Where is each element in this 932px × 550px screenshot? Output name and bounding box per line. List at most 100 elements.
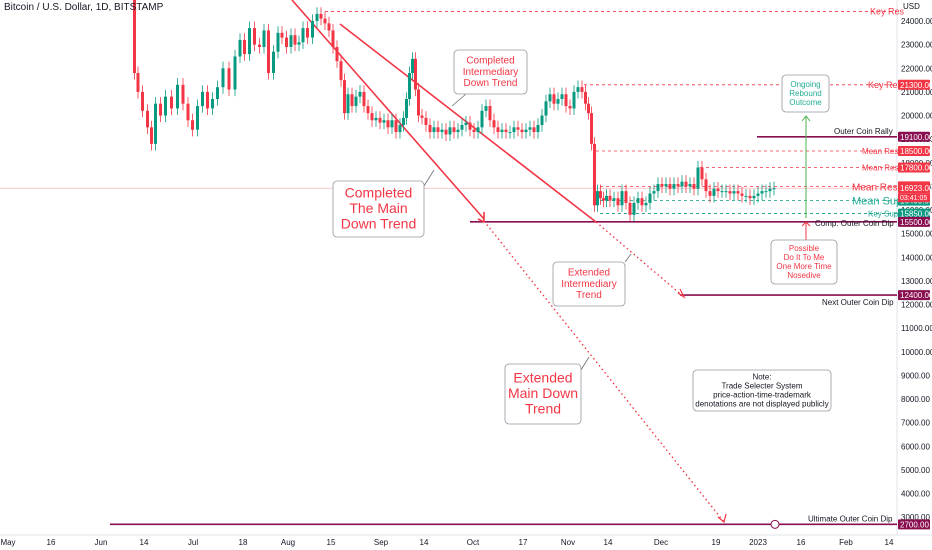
y-tick-label: 22000.00 bbox=[901, 64, 932, 73]
candle-body bbox=[346, 94, 350, 114]
y-tick-label: 11000.00 bbox=[901, 324, 932, 333]
countdown-label: 03:41:05 bbox=[900, 195, 927, 202]
candle-body bbox=[580, 87, 584, 92]
x-tick-label: 14 bbox=[885, 538, 894, 547]
price-tag-label: 21300.00 bbox=[900, 81, 932, 90]
candle-body bbox=[417, 89, 420, 116]
candle-body bbox=[716, 188, 720, 192]
candle-body bbox=[676, 184, 680, 187]
candle-body bbox=[258, 44, 261, 47]
candle-body bbox=[248, 28, 251, 55]
candle-body bbox=[456, 129, 460, 133]
candle-body bbox=[624, 191, 628, 203]
y-tick-label: 5000.00 bbox=[901, 466, 930, 475]
price-tag-label: 12400.00 bbox=[900, 291, 932, 300]
callout-pointer bbox=[451, 93, 467, 107]
candle-body bbox=[544, 101, 548, 116]
price-tag-label: 18500.00 bbox=[900, 147, 932, 156]
x-tick-label: Jun bbox=[95, 538, 108, 547]
candle-body bbox=[636, 198, 640, 203]
y-tick-label: 6000.00 bbox=[901, 442, 930, 451]
candle-body bbox=[408, 72, 411, 99]
callout-box bbox=[552, 261, 626, 307]
candle-body bbox=[289, 35, 293, 47]
candle-body bbox=[620, 191, 624, 206]
callout-text: Extended bbox=[513, 369, 572, 385]
y-tick-label: 24000.00 bbox=[901, 17, 932, 26]
candle-body bbox=[540, 115, 544, 125]
y-tick-label: 21000.00 bbox=[901, 88, 932, 97]
candle-body bbox=[472, 129, 476, 133]
candle-body bbox=[587, 103, 590, 114]
candle-body bbox=[648, 193, 652, 203]
candle-body bbox=[744, 195, 748, 197]
candle-body bbox=[267, 30, 270, 73]
price-tag-bg bbox=[898, 519, 930, 530]
candle-body bbox=[211, 98, 214, 109]
candle-body bbox=[141, 91, 144, 111]
candle-body bbox=[500, 129, 504, 133]
candle-body bbox=[688, 184, 692, 187]
candle-body bbox=[560, 94, 564, 99]
candle-body bbox=[276, 32, 280, 52]
main-trend-arrow bbox=[477, 218, 485, 223]
candle-body bbox=[150, 127, 153, 144]
candle-body bbox=[319, 13, 323, 19]
price-tag-label: 2700.00 bbox=[900, 520, 929, 529]
intermediary-down-trendline bbox=[339, 23, 597, 223]
callout-box bbox=[453, 49, 528, 95]
trend-lines bbox=[291, 0, 811, 524]
candle-body bbox=[354, 96, 358, 107]
x-tick-label: Aug bbox=[281, 538, 295, 547]
candle-body bbox=[593, 143, 596, 206]
price-tag: 16923.00 bbox=[898, 183, 932, 194]
price-tag: 21300.00 bbox=[898, 79, 932, 90]
candle-body bbox=[424, 117, 428, 125]
candle-body bbox=[176, 84, 179, 109]
x-tick-label: Dec bbox=[654, 538, 668, 547]
candle-body bbox=[608, 195, 612, 201]
time-axis[interactable]: May 16 Jun 14 Jul 18 Aug 15 Sep 14 Oct 17 Nov 14 Dec 19… bbox=[0, 534, 932, 547]
candle-body bbox=[488, 106, 492, 121]
candle-body bbox=[484, 106, 488, 111]
candle-body bbox=[216, 87, 219, 99]
candle-body bbox=[159, 103, 162, 116]
x-tick-label: Jul bbox=[188, 538, 198, 547]
x-tick-label: 2023 bbox=[749, 538, 767, 547]
callout-text: Trend bbox=[525, 401, 561, 417]
callout-box bbox=[504, 363, 582, 425]
candle-body bbox=[452, 127, 456, 133]
candle-body bbox=[440, 129, 444, 133]
price-tag: 2700.00 bbox=[898, 519, 930, 530]
price-tag: 17800.00 bbox=[898, 162, 932, 173]
callout-text: Intermediary bbox=[463, 67, 519, 78]
key-res-label: Key Res bbox=[868, 80, 903, 90]
x-tick-label: Feb bbox=[839, 538, 853, 547]
candle-body bbox=[532, 127, 536, 133]
callout-text: Completed bbox=[345, 184, 413, 200]
candle-body bbox=[548, 94, 552, 102]
candle-body bbox=[536, 124, 540, 133]
candle-body bbox=[331, 30, 335, 47]
candle-body bbox=[772, 188, 776, 190]
comp-dip-label: Comp. Outer Coin Dip bbox=[815, 219, 894, 228]
level-lines: Key Res Key Res Outer Coin Rally Mean Res Me… bbox=[0, 7, 905, 529]
candle-body bbox=[480, 110, 484, 128]
candle-body bbox=[736, 191, 740, 194]
price-tag-bg bbox=[898, 162, 930, 173]
candle-body bbox=[420, 115, 424, 118]
candle-body bbox=[362, 91, 366, 107]
y-tick-label: 13000.00 bbox=[901, 277, 932, 286]
price-tag: 18500.00 bbox=[898, 145, 932, 156]
price-tag: 19100.00 bbox=[898, 131, 932, 142]
candle-body bbox=[520, 129, 524, 133]
candle-body bbox=[768, 188, 772, 192]
y-tick-label: 12000.00 bbox=[901, 301, 932, 310]
callout-pointer bbox=[580, 356, 590, 371]
callout-text: Trend bbox=[576, 290, 602, 301]
candle-body bbox=[492, 120, 496, 128]
candle-body bbox=[370, 113, 374, 121]
